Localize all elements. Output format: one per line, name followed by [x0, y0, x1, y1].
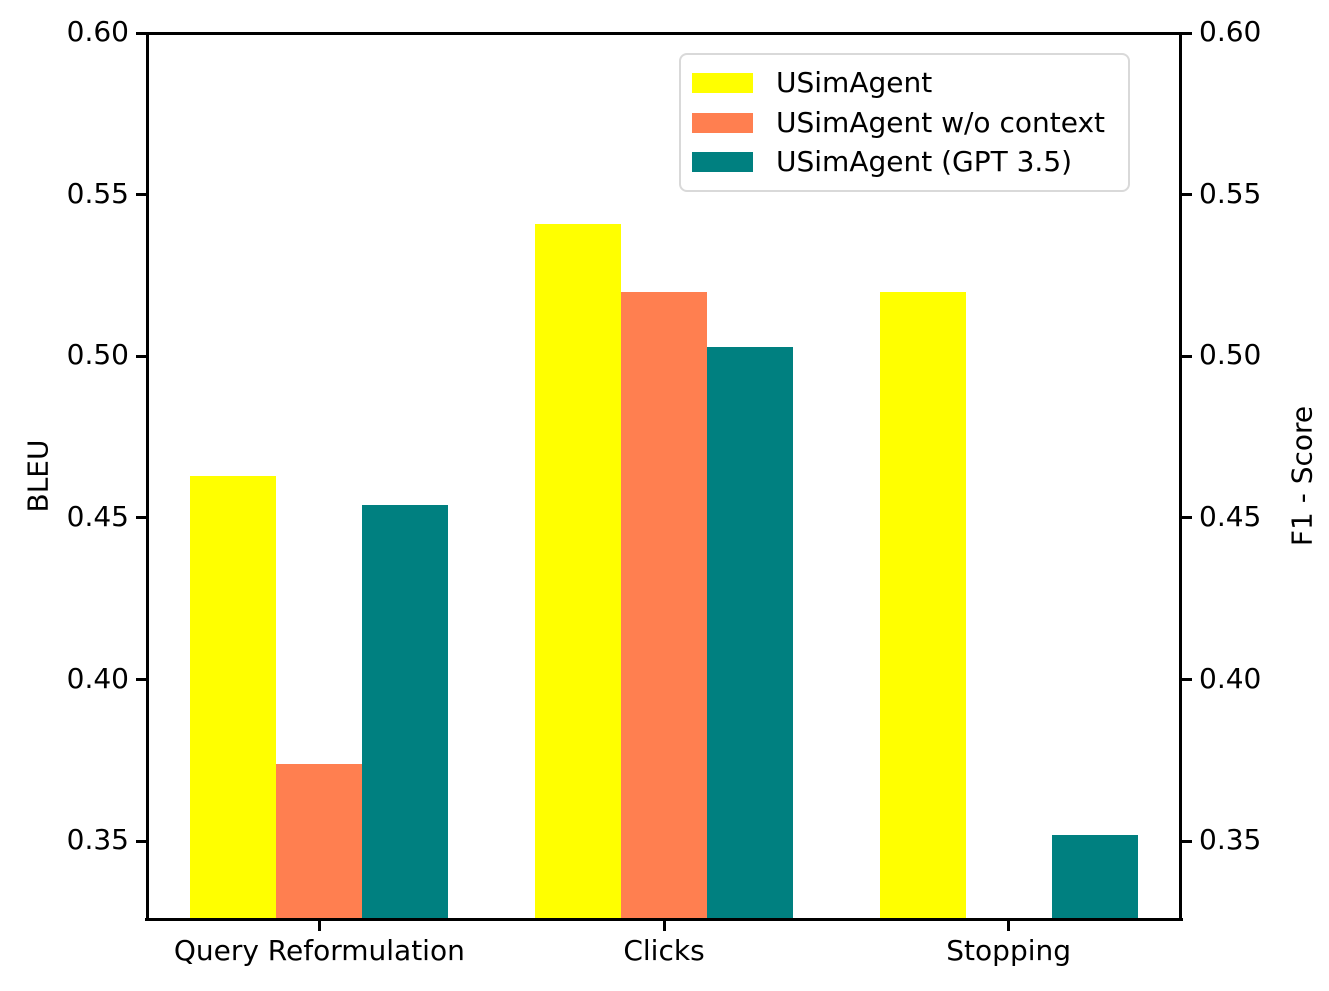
- left-tick-mark: [136, 193, 146, 197]
- right-tick-label: 0.60: [1199, 15, 1262, 48]
- left-tick-label: 0.60: [66, 15, 129, 48]
- legend-swatch: [692, 112, 753, 133]
- left-spine: [146, 32, 149, 921]
- bar: [190, 475, 277, 920]
- right-tick-label: 0.45: [1199, 499, 1262, 533]
- left-tick-label: 0.35: [66, 823, 129, 857]
- legend-label: USimAgent: [776, 65, 933, 99]
- left-tick-mark: [136, 678, 146, 681]
- bottom-spine: [145, 918, 1183, 921]
- left-tick-mark: [136, 31, 146, 35]
- legend-swatch: [692, 152, 753, 173]
- bar: [879, 291, 966, 920]
- left-tick-label: 0.50: [66, 338, 129, 372]
- bar: [707, 346, 793, 920]
- legend-item: USimAgent (GPT 3.5): [692, 146, 1118, 178]
- legend: USimAgent USimAgent w/o context USimAgent …: [679, 53, 1130, 192]
- bar: [362, 504, 449, 920]
- right-tick-label: 0.40: [1199, 661, 1262, 695]
- x-tick-label: Clicks: [623, 934, 705, 967]
- left-tick-mark: [136, 839, 146, 843]
- legend-label: USimAgent (GPT 3.5): [776, 145, 1073, 179]
- right-tick-label: 0.55: [1199, 176, 1262, 210]
- right-spine: [1179, 32, 1182, 921]
- left-tick-label: 0.45: [66, 499, 129, 533]
- right-tick-label: 0.50: [1199, 338, 1262, 372]
- legend-label: USimAgent w/o context: [776, 105, 1105, 139]
- x-tick-label: Stopping: [946, 934, 1072, 967]
- top-spine: [145, 32, 1183, 35]
- right-tick-mark: [1182, 678, 1192, 681]
- x-tick-mark: [1007, 921, 1011, 931]
- legend-swatch: [692, 72, 753, 93]
- x-tick-mark: [317, 921, 321, 931]
- x-tick-label: Query Reformulation: [173, 934, 465, 967]
- right-tick-mark: [1182, 354, 1192, 358]
- left-tick-mark: [136, 516, 146, 520]
- right-tick-mark: [1182, 839, 1192, 843]
- right-tick-mark: [1182, 31, 1192, 35]
- bar: [535, 223, 621, 920]
- x-tick-mark: [662, 921, 666, 931]
- right-tick-mark: [1182, 516, 1192, 520]
- bar: [276, 763, 363, 920]
- bar: [621, 291, 707, 920]
- right-tick-label: 0.35: [1199, 823, 1262, 857]
- legend-item: USimAgent w/o context: [692, 105, 1118, 139]
- right-tick-mark: [1182, 193, 1192, 197]
- left-tick-mark: [136, 354, 146, 358]
- right-axis-label: F1 - Score: [1285, 405, 1319, 547]
- left-tick-label: 0.40: [66, 661, 129, 695]
- left-tick-label: 0.55: [66, 176, 129, 210]
- legend-item: USimAgent: [692, 65, 1118, 99]
- bar: [1051, 834, 1138, 920]
